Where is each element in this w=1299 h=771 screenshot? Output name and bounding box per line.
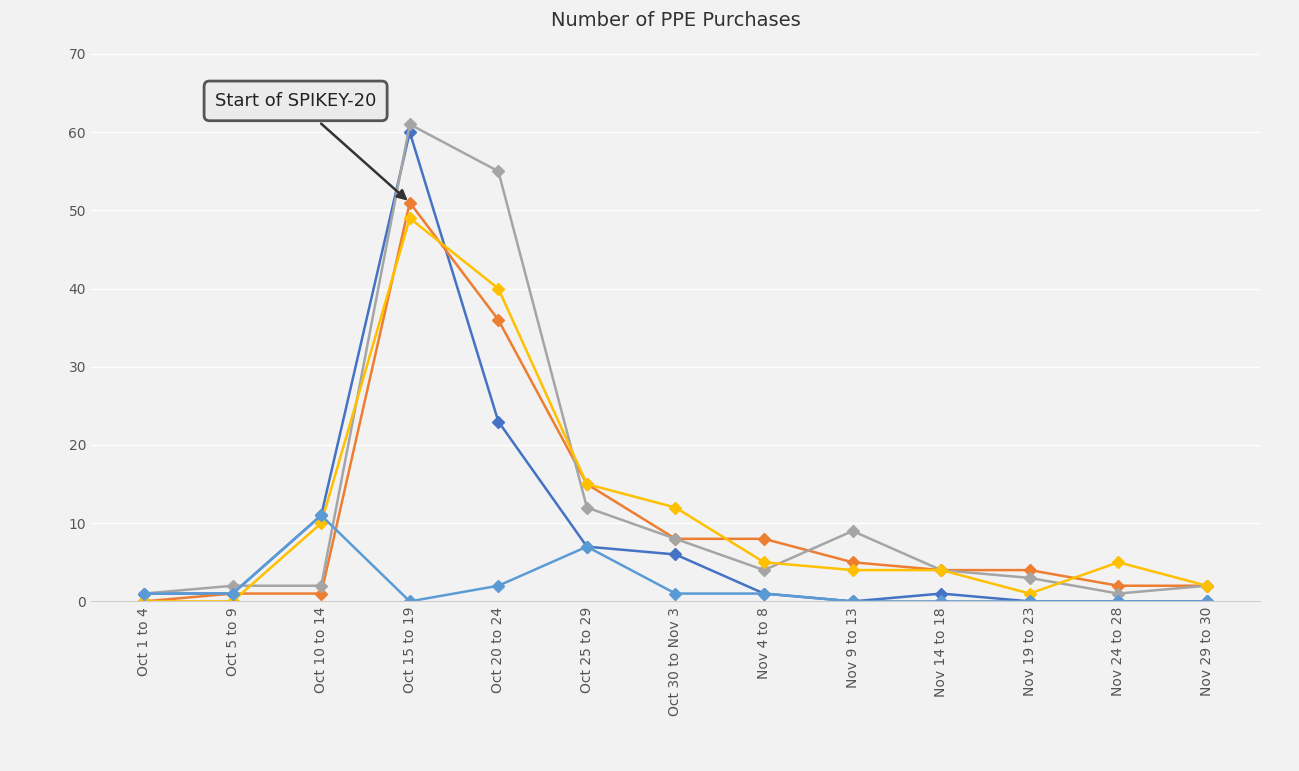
Bubbles Purchases: [1111, 597, 1126, 606]
Mask Purchases: [491, 315, 507, 325]
ineffective measure purchases: [491, 581, 507, 591]
Bubbles Purchases: [844, 597, 860, 606]
Line: Lotion Purchases: Lotion Purchases: [140, 120, 1211, 598]
Lotion Purchases: [579, 503, 595, 512]
Lotion Purchases: [756, 565, 772, 574]
Respirator Purchases: [934, 565, 950, 574]
ineffective measure purchases: [934, 597, 950, 606]
Lotion Purchases: [136, 589, 152, 598]
Respirator Purchases: [668, 503, 683, 512]
Respirator Purchases: [1199, 581, 1215, 591]
Mask Purchases: [579, 480, 595, 489]
Bubbles Purchases: [579, 542, 595, 551]
Respirator Purchases: [225, 597, 240, 606]
ineffective measure purchases: [579, 542, 595, 551]
Bubbles Purchases: [401, 127, 417, 136]
Bubbles Purchases: [313, 510, 329, 520]
Mask Purchases: [1199, 581, 1215, 591]
ineffective measure purchases: [401, 597, 417, 606]
ineffective measure purchases: [844, 597, 860, 606]
Lotion Purchases: [225, 581, 240, 591]
Respirator Purchases: [579, 480, 595, 489]
Bubbles Purchases: [1199, 597, 1215, 606]
ineffective measure purchases: [1111, 597, 1126, 606]
Respirator Purchases: [756, 557, 772, 567]
ineffective measure purchases: [668, 589, 683, 598]
Mask Purchases: [756, 534, 772, 544]
Line: ineffective measure purchases: ineffective measure purchases: [140, 511, 1211, 605]
Line: Respirator Purchases: Respirator Purchases: [140, 214, 1211, 605]
Bubbles Purchases: [1022, 597, 1038, 606]
Lotion Purchases: [491, 167, 507, 176]
Respirator Purchases: [136, 597, 152, 606]
Respirator Purchases: [1022, 589, 1038, 598]
ineffective measure purchases: [1022, 597, 1038, 606]
Lotion Purchases: [401, 120, 417, 129]
Bubbles Purchases: [491, 417, 507, 426]
Line: Bubbles Purchases: Bubbles Purchases: [140, 128, 1211, 605]
ineffective measure purchases: [1199, 597, 1215, 606]
Lotion Purchases: [1199, 581, 1215, 591]
Respirator Purchases: [844, 565, 860, 574]
Mask Purchases: [401, 198, 417, 207]
Mask Purchases: [1022, 565, 1038, 574]
Respirator Purchases: [313, 519, 329, 528]
ineffective measure purchases: [756, 589, 772, 598]
Bubbles Purchases: [756, 589, 772, 598]
Mask Purchases: [844, 557, 860, 567]
Bubbles Purchases: [136, 589, 152, 598]
ineffective measure purchases: [136, 589, 152, 598]
Respirator Purchases: [1111, 557, 1126, 567]
Lotion Purchases: [313, 581, 329, 591]
Line: Mask Purchases: Mask Purchases: [140, 198, 1211, 605]
Lotion Purchases: [1111, 589, 1126, 598]
Mask Purchases: [1111, 581, 1126, 591]
Respirator Purchases: [401, 214, 417, 223]
Title: Number of PPE Purchases: Number of PPE Purchases: [551, 12, 800, 30]
Bubbles Purchases: [668, 550, 683, 559]
Lotion Purchases: [1022, 574, 1038, 583]
ineffective measure purchases: [225, 589, 240, 598]
Bubbles Purchases: [225, 589, 240, 598]
Lotion Purchases: [934, 565, 950, 574]
ineffective measure purchases: [313, 510, 329, 520]
Bubbles Purchases: [934, 589, 950, 598]
Mask Purchases: [668, 534, 683, 544]
Respirator Purchases: [491, 284, 507, 293]
Lotion Purchases: [668, 534, 683, 544]
Lotion Purchases: [844, 527, 860, 536]
Mask Purchases: [934, 565, 950, 574]
Text: Start of SPIKEY-20: Start of SPIKEY-20: [214, 92, 405, 199]
Mask Purchases: [313, 589, 329, 598]
Mask Purchases: [225, 589, 240, 598]
Mask Purchases: [136, 597, 152, 606]
